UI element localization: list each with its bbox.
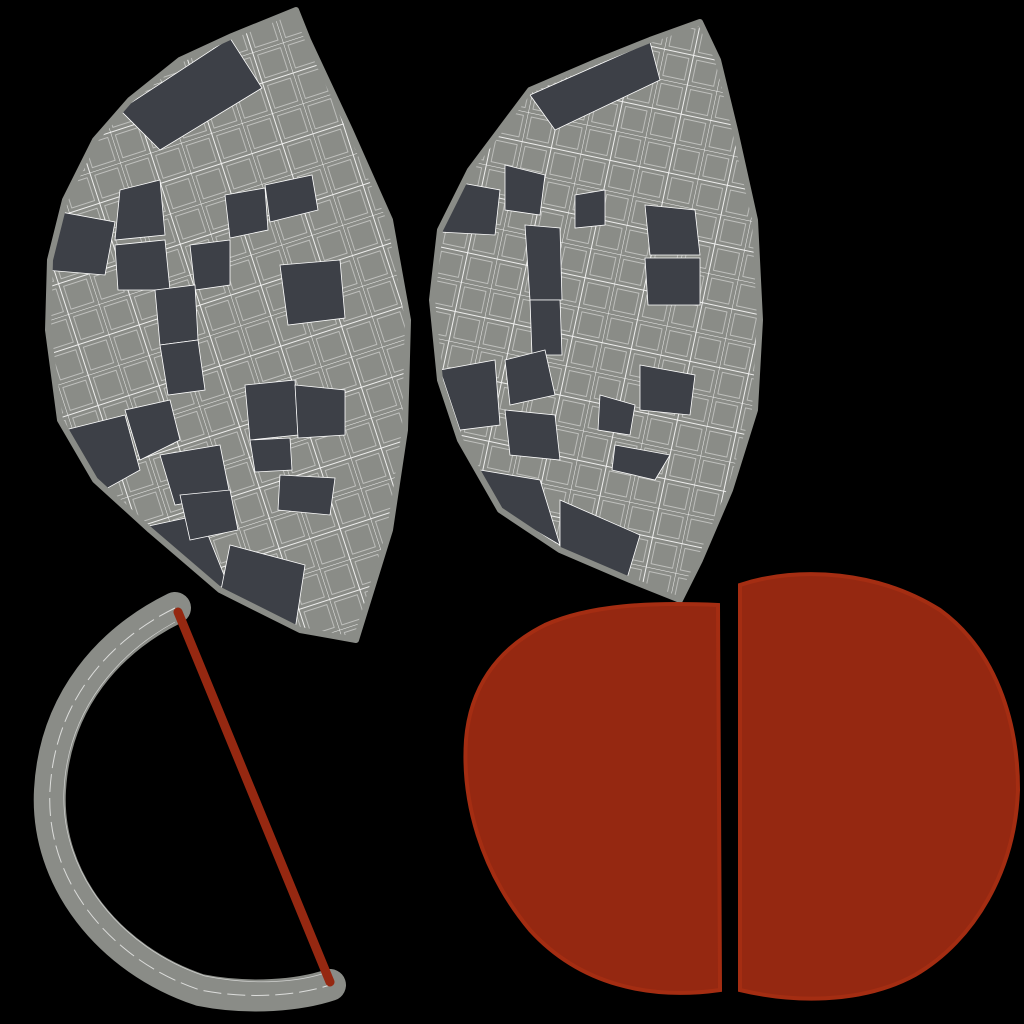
uv-island-right-wing (429, 19, 763, 603)
uv-island-red-seam-line (173, 607, 335, 987)
uv-island-red-disc-right (738, 572, 1021, 1001)
uv-island-red-disc-left (463, 602, 723, 995)
uv-island-left-wing (45, 7, 411, 643)
uv-island-arc-strip (33, 592, 346, 1012)
